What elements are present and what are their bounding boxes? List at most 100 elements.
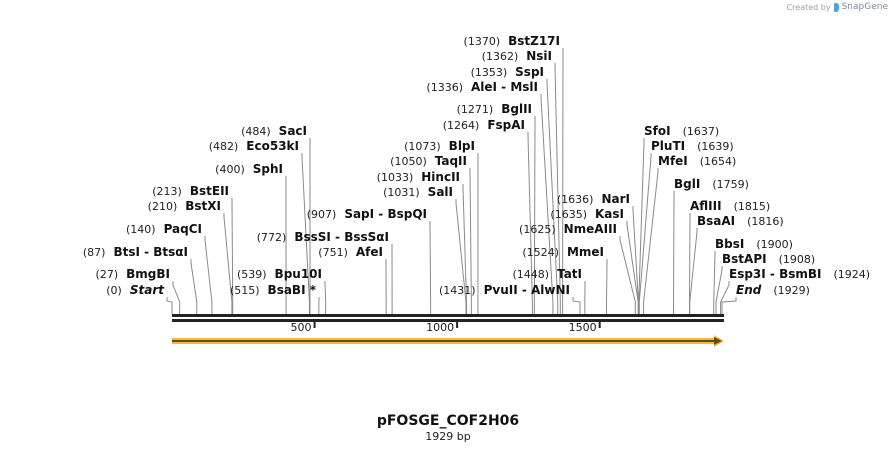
site-leader-line <box>638 153 652 314</box>
site-label[interactable]: BsaAI (1816) <box>697 214 784 228</box>
enzyme-name[interactable]: SacI <box>279 124 307 138</box>
site-label[interactable]: HincII (1033) <box>377 170 460 184</box>
site-label[interactable]: End (1929) <box>736 283 810 297</box>
site-label[interactable]: BtsI - BtsαI (87) <box>83 245 188 259</box>
enzyme-name[interactable]: SalI <box>428 185 453 199</box>
feature-arrow[interactable] <box>172 335 724 347</box>
site-position: (907) <box>307 208 337 221</box>
site-label[interactable]: SspI (1353) <box>471 65 544 79</box>
site-leader-line <box>301 153 310 314</box>
site-leader-line <box>715 266 723 314</box>
enzyme-name[interactable]: PluTI <box>651 139 685 153</box>
enzyme-name[interactable]: PaqCI <box>164 222 202 236</box>
site-label[interactable]: BlpI (1073) <box>404 139 475 153</box>
plasmid-length: 1929 bp <box>425 430 471 443</box>
site-label[interactable]: BssSI - BssSαI (772) <box>257 230 389 244</box>
site-position: (1073) <box>404 140 441 153</box>
site-leader-line <box>720 281 730 314</box>
site-label[interactable]: AflIII (1815) <box>690 199 770 213</box>
site-label[interactable]: Start (0) <box>106 283 165 297</box>
enzyme-name[interactable]: TaqII <box>435 154 467 168</box>
enzyme-name[interactable]: PvuII - AlwNI <box>484 283 570 297</box>
enzyme-name[interactable]: SapI - BspQI <box>344 207 427 221</box>
enzyme-name[interactable]: BstXI <box>185 199 221 213</box>
site-position: (1336) <box>426 81 463 94</box>
site-position: (539) <box>237 268 267 281</box>
site-label[interactable]: SfoI (1637) <box>644 124 719 138</box>
site-leader-line <box>204 236 213 314</box>
site-label[interactable]: AleI - MslI (1336) <box>426 80 538 94</box>
enzyme-name[interactable]: SspI <box>515 65 544 79</box>
enzyme-name[interactable]: NmeAIII <box>564 222 617 236</box>
site-label[interactable]: BstEII (213) <box>152 184 229 198</box>
site-label[interactable]: TatI (1448) <box>512 267 582 281</box>
site-label[interactable]: KasI (1635) <box>550 207 624 221</box>
snapgene-logo-icon <box>833 2 839 12</box>
enzyme-name[interactable]: BbsI <box>715 237 744 251</box>
site-label[interactable]: SphI (400) <box>215 162 283 176</box>
site-label[interactable]: BglI (1759) <box>674 177 749 191</box>
site-label[interactable]: MmeI (1524) <box>522 245 604 259</box>
site-label[interactable]: BglII (1271) <box>457 102 532 116</box>
enzyme-name[interactable]: MfeI <box>658 154 688 168</box>
enzyme-name[interactable]: MmeI <box>567 245 604 259</box>
enzyme-name[interactable]: BstEII <box>190 184 229 198</box>
site-label[interactable]: NarI (1636) <box>557 192 630 206</box>
enzyme-name[interactable]: BglII <box>501 102 532 116</box>
enzyme-name[interactable]: BssSI - BssSαI <box>294 230 389 244</box>
site-position: (87) <box>83 246 106 259</box>
enzyme-name[interactable]: Esp3I - BsmBI <box>729 267 821 281</box>
enzyme-name[interactable]: TatI <box>557 267 582 281</box>
site-leader-line <box>223 213 233 314</box>
enzyme-name[interactable]: BglI <box>674 177 700 191</box>
enzyme-name[interactable]: Eco53kI <box>246 139 299 153</box>
enzyme-name[interactable]: Bpu10I <box>275 267 322 281</box>
site-label[interactable]: MfeI (1654) <box>658 154 736 168</box>
enzyme-name[interactable]: End <box>736 283 762 297</box>
ruler-tick-label: 500 <box>291 321 312 334</box>
site-label[interactable]: PluTI (1639) <box>651 139 734 153</box>
site-leader-line <box>527 132 533 314</box>
site-leader-line <box>546 79 559 314</box>
enzyme-name[interactable]: KasI <box>595 207 624 221</box>
site-label[interactable]: Bpu10I (539) <box>237 267 322 281</box>
site-label[interactable]: PaqCI (140) <box>126 222 202 236</box>
site-label[interactable]: BstXI (210) <box>148 199 221 213</box>
enzyme-name[interactable]: BsaBI * <box>268 283 317 297</box>
site-label[interactable]: SalI (1031) <box>383 185 453 199</box>
enzyme-name[interactable]: Start <box>130 283 165 297</box>
site-label[interactable]: FspAI (1264) <box>443 118 525 132</box>
enzyme-name[interactable]: SfoI <box>644 124 671 138</box>
site-label[interactable]: BstZ17I (1370) <box>464 34 560 48</box>
site-label[interactable]: AfeI (751) <box>318 245 383 259</box>
site-position: (751) <box>318 246 348 259</box>
enzyme-name[interactable]: AflIII <box>690 199 722 213</box>
site-label[interactable]: SapI - BspQI (907) <box>307 207 427 221</box>
site-label[interactable]: Eco53kI (482) <box>209 139 299 153</box>
site-leader-line <box>713 251 716 314</box>
site-label[interactable]: BmgBI (27) <box>96 267 170 281</box>
site-label[interactable]: NsiI (1362) <box>482 49 552 63</box>
enzyme-name[interactable]: BstZ17I <box>508 34 560 48</box>
site-label[interactable]: Esp3I - BsmBI (1924) <box>729 267 870 281</box>
site-label[interactable]: NmeAIII (1625) <box>519 222 617 236</box>
site-label[interactable]: BbsI (1900) <box>715 237 793 251</box>
enzyme-name[interactable]: HincII <box>421 170 460 184</box>
enzyme-name[interactable]: AfeI <box>356 245 383 259</box>
site-label[interactable]: BsaBI * (515) <box>230 283 317 297</box>
enzyme-name[interactable]: NarI <box>601 192 630 206</box>
enzyme-name[interactable]: BsaAI <box>697 214 735 228</box>
enzyme-name[interactable]: BmgBI <box>126 267 170 281</box>
site-label[interactable]: TaqII (1050) <box>390 154 467 168</box>
enzyme-name[interactable]: AleI - MslI <box>471 80 538 94</box>
enzyme-name[interactable]: FspAI <box>487 118 525 132</box>
site-label[interactable]: BstAPI (1908) <box>722 252 815 266</box>
site-label[interactable]: SacI (484) <box>241 124 307 138</box>
enzyme-name[interactable]: BlpI <box>449 139 475 153</box>
site-label[interactable]: PvuII - AlwNI (1431) <box>439 283 570 297</box>
site-position: (1431) <box>439 284 476 297</box>
enzyme-name[interactable]: SphI <box>253 162 283 176</box>
enzyme-name[interactable]: NsiI <box>526 49 552 63</box>
enzyme-name[interactable]: BtsI - BtsαI <box>113 245 188 259</box>
enzyme-name[interactable]: BstAPI <box>722 252 767 266</box>
